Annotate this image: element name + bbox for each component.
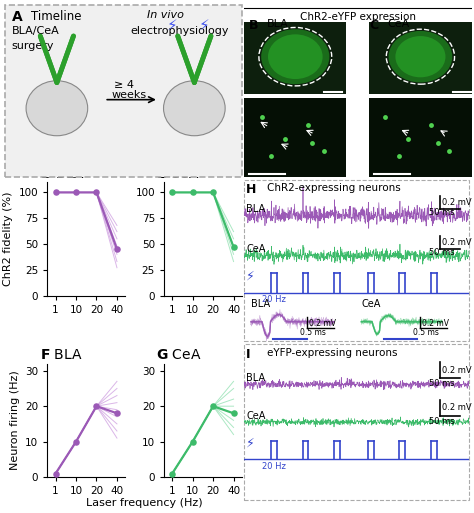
Text: BLA/CeA: BLA/CeA — [12, 26, 60, 36]
Text: surgery: surgery — [12, 41, 55, 51]
Text: 20 Hz: 20 Hz — [262, 295, 286, 304]
Text: C: C — [369, 19, 378, 32]
Text: ≥ 4: ≥ 4 — [114, 80, 134, 90]
Text: $\bf{G}$ CeA: $\bf{G}$ CeA — [156, 348, 201, 363]
Point — [113, 245, 121, 253]
Text: 0.2 mV: 0.2 mV — [442, 238, 472, 247]
Ellipse shape — [268, 34, 323, 79]
Text: $\bf{F}$ BLA: $\bf{F}$ BLA — [40, 348, 82, 363]
Point — [189, 188, 196, 196]
Point — [113, 409, 121, 418]
Text: H: H — [246, 183, 257, 196]
Text: CeA: CeA — [387, 19, 410, 29]
Text: B: B — [249, 19, 258, 32]
Text: BLA: BLA — [251, 299, 270, 309]
Text: 0.2 mV: 0.2 mV — [442, 198, 472, 207]
Text: I: I — [246, 348, 251, 361]
Text: eYFP-expressing neurons: eYFP-expressing neurons — [266, 348, 397, 359]
Text: BLA: BLA — [246, 373, 265, 383]
Text: $\bf{D}$ BLA: $\bf{D}$ BLA — [40, 167, 84, 181]
Text: 50 ms: 50 ms — [428, 417, 455, 425]
Text: ⚡: ⚡ — [246, 270, 255, 283]
FancyBboxPatch shape — [369, 23, 472, 94]
Point — [230, 409, 237, 418]
Ellipse shape — [261, 29, 329, 84]
Text: 0.5 ms: 0.5 ms — [301, 328, 326, 337]
Point — [210, 188, 217, 196]
Text: ChR2-expressing neurons: ChR2-expressing neurons — [266, 183, 401, 193]
Point — [52, 469, 59, 478]
Point — [93, 402, 100, 410]
Point — [210, 402, 217, 410]
Ellipse shape — [26, 81, 88, 136]
Text: $\bf{E}$ CeA: $\bf{E}$ CeA — [156, 167, 200, 181]
Point — [189, 438, 196, 446]
Text: Timeline: Timeline — [31, 10, 82, 23]
Text: 0.2 mV: 0.2 mV — [442, 403, 472, 412]
Text: CeA: CeA — [361, 299, 381, 309]
Y-axis label: ChR2 fidelity (%): ChR2 fidelity (%) — [3, 191, 13, 286]
Point — [52, 188, 59, 196]
Point — [72, 188, 80, 196]
Text: electrophysiology: electrophysiology — [130, 26, 229, 36]
Text: BLA: BLA — [246, 204, 265, 214]
Text: ⚡: ⚡ — [199, 17, 210, 33]
Text: 20 Hz: 20 Hz — [262, 462, 286, 471]
FancyBboxPatch shape — [244, 98, 346, 177]
Text: A: A — [12, 10, 23, 24]
Text: CeA: CeA — [246, 411, 266, 421]
Point — [230, 243, 237, 251]
Text: CeA: CeA — [246, 244, 266, 254]
Ellipse shape — [164, 81, 225, 136]
Text: 0.2 mV: 0.2 mV — [310, 319, 337, 328]
Text: BLA: BLA — [267, 19, 289, 29]
Text: 0.5 ms: 0.5 ms — [413, 328, 439, 337]
Text: 0.2 mV: 0.2 mV — [422, 319, 449, 328]
Text: Laser frequency (Hz): Laser frequency (Hz) — [86, 498, 203, 508]
Point — [72, 438, 80, 446]
Text: ⚡: ⚡ — [167, 17, 178, 33]
FancyBboxPatch shape — [244, 23, 346, 94]
Y-axis label: Neuron firing (Hz): Neuron firing (Hz) — [9, 370, 20, 470]
FancyBboxPatch shape — [369, 98, 472, 177]
FancyBboxPatch shape — [5, 5, 242, 177]
Text: 50 ms: 50 ms — [428, 208, 455, 217]
Point — [168, 188, 176, 196]
Text: ChR2-eYFP expression: ChR2-eYFP expression — [300, 12, 416, 22]
Text: 0.2 mV: 0.2 mV — [442, 366, 472, 375]
Point — [93, 188, 100, 196]
Text: 50 ms: 50 ms — [428, 248, 455, 258]
Text: weeks: weeks — [111, 90, 146, 100]
Ellipse shape — [395, 36, 446, 77]
Text: ⚡: ⚡ — [246, 437, 255, 450]
Text: 50 ms: 50 ms — [428, 379, 455, 388]
Ellipse shape — [389, 31, 452, 83]
Point — [168, 469, 176, 478]
Text: In vivo: In vivo — [147, 10, 184, 21]
